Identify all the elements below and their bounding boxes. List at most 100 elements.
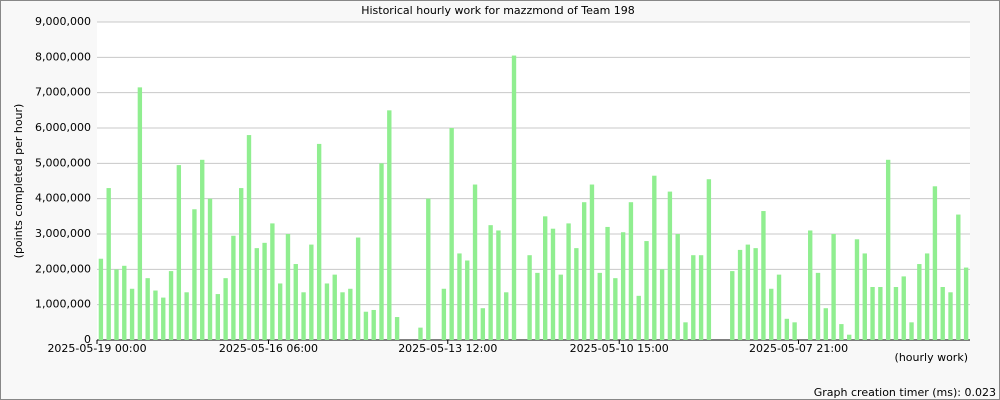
bar	[418, 327, 423, 340]
bar	[620, 232, 626, 340]
bar	[815, 272, 821, 340]
bar	[909, 322, 914, 340]
bar	[597, 272, 602, 340]
bar	[644, 241, 649, 340]
bar	[426, 198, 431, 340]
bar	[636, 295, 641, 340]
bar	[566, 223, 571, 340]
y-tick-label: 4,000,000	[35, 192, 91, 205]
y-axis-label: (points completed per hour)	[12, 104, 25, 259]
bar	[847, 334, 852, 340]
bar	[628, 202, 634, 340]
bar	[706, 179, 712, 340]
bar	[207, 198, 213, 340]
bar	[176, 165, 182, 340]
bar	[730, 271, 735, 340]
bar	[605, 226, 610, 340]
bar	[161, 297, 166, 340]
bar	[192, 209, 197, 340]
bar	[504, 292, 509, 340]
bar	[870, 287, 875, 340]
bar	[862, 253, 867, 340]
bar	[231, 235, 236, 340]
bar	[137, 87, 143, 340]
bar	[667, 191, 673, 340]
bar	[153, 290, 158, 340]
bar	[613, 278, 618, 340]
bar	[200, 159, 205, 340]
bar	[581, 202, 587, 340]
bar	[472, 184, 478, 340]
bar	[831, 234, 836, 340]
bar	[924, 253, 930, 340]
bar	[574, 248, 579, 340]
bar	[652, 175, 657, 340]
y-tick-label: 2,000,000	[35, 262, 91, 275]
bar	[332, 274, 337, 340]
bar	[316, 143, 322, 340]
bar	[363, 311, 369, 340]
bar	[277, 283, 283, 340]
bar	[659, 269, 665, 340]
bar	[691, 255, 696, 340]
bar	[355, 237, 361, 340]
bar	[854, 239, 860, 340]
bar	[441, 288, 447, 340]
bar	[543, 216, 548, 340]
bar	[745, 244, 751, 340]
y-tick-label: 7,000,000	[35, 86, 91, 99]
y-tick-label: 6,000,000	[35, 121, 91, 134]
bar	[769, 288, 774, 340]
bar	[184, 292, 189, 340]
bar	[348, 288, 353, 340]
bar	[948, 292, 953, 340]
bar	[792, 322, 797, 340]
bar	[122, 265, 127, 340]
bar	[465, 260, 470, 340]
bar	[293, 264, 298, 340]
bar	[550, 228, 556, 340]
bar	[387, 110, 392, 340]
bar	[527, 255, 532, 340]
y-tick-label: 0	[84, 333, 91, 346]
plot-area	[97, 22, 970, 340]
bar	[496, 230, 501, 340]
bar	[511, 55, 517, 341]
bar	[917, 264, 922, 340]
chart-title: Historical hourly work for mazzmond of T…	[361, 4, 635, 17]
bar	[449, 128, 454, 340]
bar	[535, 272, 540, 340]
bar	[753, 248, 758, 340]
bar	[893, 287, 899, 340]
bar	[270, 223, 275, 340]
bar	[379, 163, 384, 340]
y-tick-label: 3,000,000	[35, 227, 91, 240]
x-tick-label: 2025-05-07 21:00	[749, 342, 848, 355]
bar	[254, 248, 259, 340]
bar	[589, 184, 595, 340]
x-axis-label: (hourly work)	[895, 351, 968, 364]
bar	[215, 294, 220, 340]
bar	[309, 244, 314, 340]
bar	[106, 188, 111, 340]
bar	[839, 324, 844, 340]
bar	[698, 255, 704, 340]
bar	[675, 234, 680, 340]
bar	[480, 308, 486, 340]
x-tick-label: 2025-05-10 15:00	[570, 342, 669, 355]
y-tick-label: 1,000,000	[35, 298, 91, 311]
bar	[457, 253, 462, 340]
bar	[114, 269, 119, 340]
bar	[223, 278, 228, 340]
footer-note: Graph creation timer (ms): 0.023	[814, 386, 996, 399]
bar	[285, 234, 291, 340]
bar	[129, 288, 135, 340]
bar	[776, 274, 782, 340]
bar	[168, 271, 174, 340]
bar	[901, 276, 906, 340]
bar	[558, 274, 563, 340]
bar	[683, 322, 688, 340]
bar	[761, 211, 766, 340]
bar	[394, 317, 400, 340]
